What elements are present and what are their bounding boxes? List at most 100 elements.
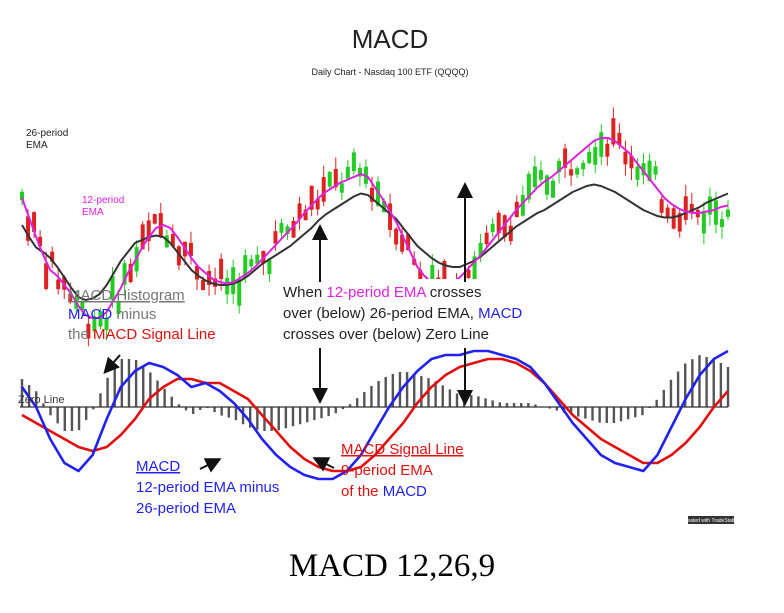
histogram-bar — [662, 389, 666, 407]
candle-body — [593, 147, 598, 165]
cross-annotation-box — [278, 279, 568, 349]
histogram-bar — [726, 367, 730, 407]
candle-body — [44, 263, 49, 289]
histogram-bar — [42, 403, 45, 407]
candle-body — [152, 214, 157, 224]
candle-body — [339, 183, 344, 193]
candle-body — [309, 185, 314, 210]
histogram-bar — [149, 372, 152, 407]
histogram-bar — [113, 367, 116, 407]
histogram-bar — [355, 398, 359, 407]
candle-body — [243, 255, 248, 278]
ema-line-26 — [21, 183, 729, 302]
histogram-bar — [470, 395, 473, 407]
candle-body — [50, 251, 55, 262]
histogram-bar — [106, 377, 109, 407]
histogram-bar — [177, 404, 181, 407]
credit-badge — [688, 516, 734, 524]
histogram-bar — [370, 386, 373, 407]
candle-body — [32, 212, 37, 232]
candle-body — [683, 196, 688, 220]
histogram-bar — [348, 404, 352, 407]
credit-text: Created with TradeStation — [682, 518, 740, 524]
candle-body — [557, 160, 562, 173]
candle-body — [273, 231, 278, 244]
histogram-bar — [719, 362, 723, 407]
chart-subtitle: Daily Chart - Nasdaq 100 ETF (QQQQ) — [311, 67, 468, 77]
candle-body — [569, 169, 574, 176]
arrow-signal — [312, 457, 335, 472]
histogram-bar — [626, 407, 630, 420]
histogram-bar — [548, 407, 551, 409]
candle-body — [442, 260, 447, 280]
candle-body — [629, 155, 634, 169]
candle-body — [231, 267, 236, 295]
candle-body — [207, 271, 212, 285]
ema26-label: 26-period EMA — [26, 128, 71, 151]
candle-body — [726, 209, 730, 217]
histogram-bar — [669, 379, 673, 407]
candle-body — [188, 242, 193, 256]
candle-body — [719, 219, 724, 228]
candle-body — [587, 151, 592, 164]
histogram-bar — [184, 407, 188, 411]
histogram-bar — [691, 359, 694, 407]
histogram-bar — [20, 379, 24, 407]
candle-body — [98, 311, 103, 327]
candle-body — [92, 316, 97, 332]
histogram-bar — [619, 407, 623, 422]
candle-body — [526, 173, 531, 200]
candle-body — [394, 228, 399, 245]
cross-annotation-line2: over (below) 26-period EMA, MACD — [283, 305, 522, 322]
signal-line — [21, 357, 729, 473]
candle-body — [508, 225, 513, 242]
histogram-bar — [277, 407, 280, 431]
histogram-bar — [655, 399, 658, 407]
candle-body — [581, 162, 586, 170]
candle-body — [677, 213, 682, 232]
histogram-bar — [605, 407, 608, 423]
macd-def-line1: MACD — [136, 458, 180, 475]
candle-body — [158, 213, 163, 237]
candle-body — [665, 207, 670, 218]
signal-def-line2: 9-period EMA — [341, 462, 433, 479]
candle-body — [563, 148, 568, 168]
candle-body — [490, 223, 495, 233]
signal-def-line3: of the MACD — [341, 483, 427, 500]
chart-caption: MACD 12,26,9 — [288, 548, 496, 584]
candle-body — [575, 168, 580, 175]
histogram-bar — [684, 363, 687, 407]
histogram-bar — [249, 407, 252, 428]
histogram-bar — [256, 407, 259, 430]
candle-body — [520, 194, 525, 216]
candle-body — [68, 293, 73, 302]
histogram-bar — [455, 393, 459, 407]
candle-body — [140, 224, 145, 250]
candle-body — [623, 151, 628, 165]
histogram-bar — [313, 407, 316, 421]
macd-line — [20, 349, 729, 481]
histogram-bar — [405, 372, 409, 407]
histogram-bar — [213, 407, 216, 413]
candle-body — [20, 191, 24, 201]
histogram-bar — [120, 359, 124, 407]
cross-annotation-line1: When 12-period EMA crosses — [283, 284, 481, 301]
candle-body — [104, 318, 109, 331]
candle-body — [225, 277, 230, 295]
candle-body — [430, 265, 435, 284]
histogram-bar — [519, 403, 523, 407]
candle-body — [653, 166, 658, 175]
candle-body — [194, 265, 199, 280]
candle-body — [544, 175, 549, 195]
histogram-bar — [84, 407, 88, 421]
histogram-bar — [634, 407, 637, 418]
histogram-bar — [527, 403, 530, 407]
histogram-bar — [391, 373, 395, 407]
histogram-bar — [427, 378, 430, 407]
histogram-bar — [676, 371, 680, 407]
histogram-bar — [434, 381, 437, 407]
macd-def-line3: 26-period EMA — [136, 500, 236, 517]
candle-body — [249, 259, 254, 267]
candle-body — [297, 203, 302, 219]
